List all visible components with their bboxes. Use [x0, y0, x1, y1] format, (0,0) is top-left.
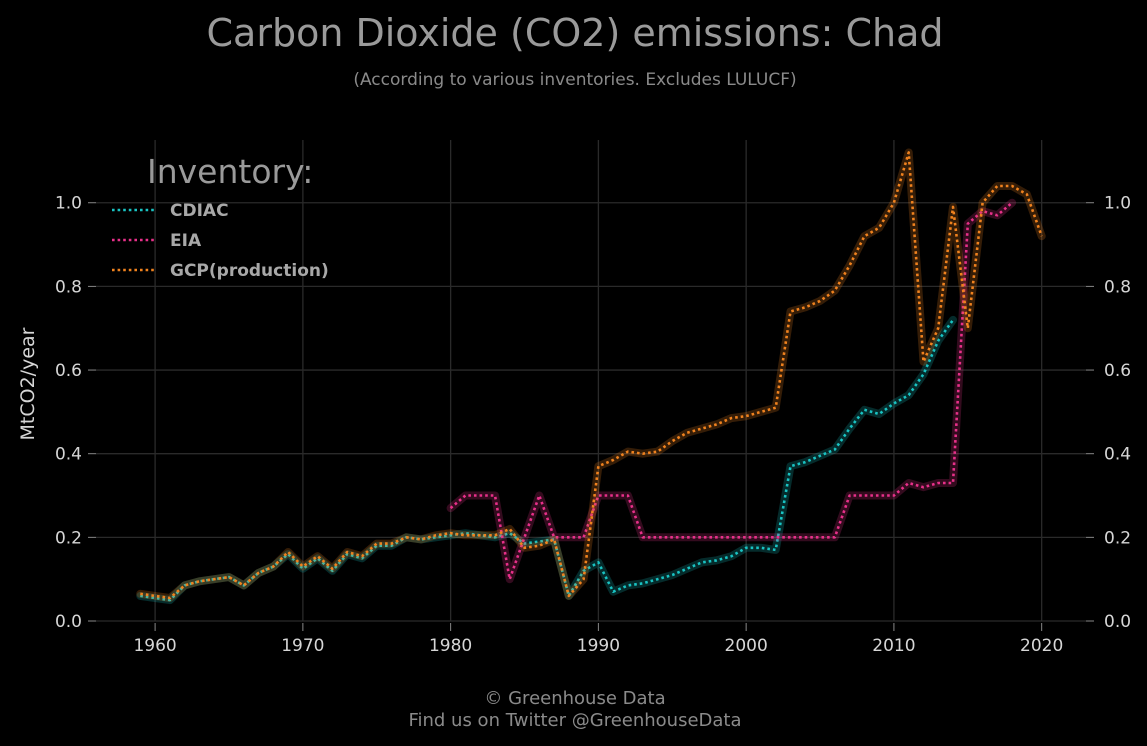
- series-line-2: [140, 151, 1043, 600]
- x-tick-label: 1960: [133, 636, 176, 656]
- axes: 0.0 0.0 0.2 0.2 0.4 0.4 0.6 0.6 0.8 0.8 1.0 1.0 1960…: [55, 194, 1131, 656]
- y-tick-label-left: 0.4: [55, 445, 82, 465]
- legend-items: CDIAC EIA GCP(production): [112, 201, 329, 281]
- legend-title: Inventory:: [147, 152, 313, 191]
- x-tick-label: 2000: [725, 636, 768, 656]
- y-tick-label-left: 0.0: [55, 612, 82, 632]
- chart-subtitle: (According to various inventories. Exclu…: [353, 70, 796, 90]
- y-tick-label-left: 0.2: [55, 528, 82, 548]
- y-tick-label-right: 0.2: [1104, 528, 1131, 548]
- y-tick-label-right: 0.0: [1104, 612, 1131, 632]
- legend: Inventory: CDIAC EIA GCP(production): [112, 152, 329, 281]
- series-line-1: [449, 201, 1013, 581]
- y-tick-label-right: 0.4: [1104, 445, 1131, 465]
- y-tick-label-left: 0.6: [55, 361, 82, 381]
- y-tick-label-right: 1.0: [1104, 194, 1131, 214]
- y-axis-label: MtCO2/year: [17, 327, 39, 440]
- chart-title: Carbon Dioxide (CO2) emissions: Chad: [207, 11, 944, 55]
- footer-twitter: Find us on Twitter @GreenhouseData: [408, 710, 741, 731]
- x-tick-label: 2020: [1020, 636, 1063, 656]
- y-tick-label-right: 0.6: [1104, 361, 1131, 381]
- y-tick-label-right: 0.8: [1104, 277, 1131, 297]
- series-line-0: [140, 319, 955, 602]
- footer-copyright: © Greenhouse Data: [484, 688, 665, 709]
- legend-label: CDIAC: [170, 201, 229, 221]
- legend-label: GCP(production): [170, 261, 329, 281]
- x-tick-label: 1980: [429, 636, 472, 656]
- legend-label: EIA: [170, 231, 202, 251]
- y-tick-label-left: 0.8: [55, 277, 82, 297]
- x-tick-label: 1990: [577, 636, 620, 656]
- x-tick-label: 2010: [872, 636, 915, 656]
- grid: [96, 140, 1086, 622]
- x-tick-label: 1970: [281, 636, 324, 656]
- y-tick-label-left: 1.0: [55, 194, 82, 214]
- series-group: [136, 148, 1046, 605]
